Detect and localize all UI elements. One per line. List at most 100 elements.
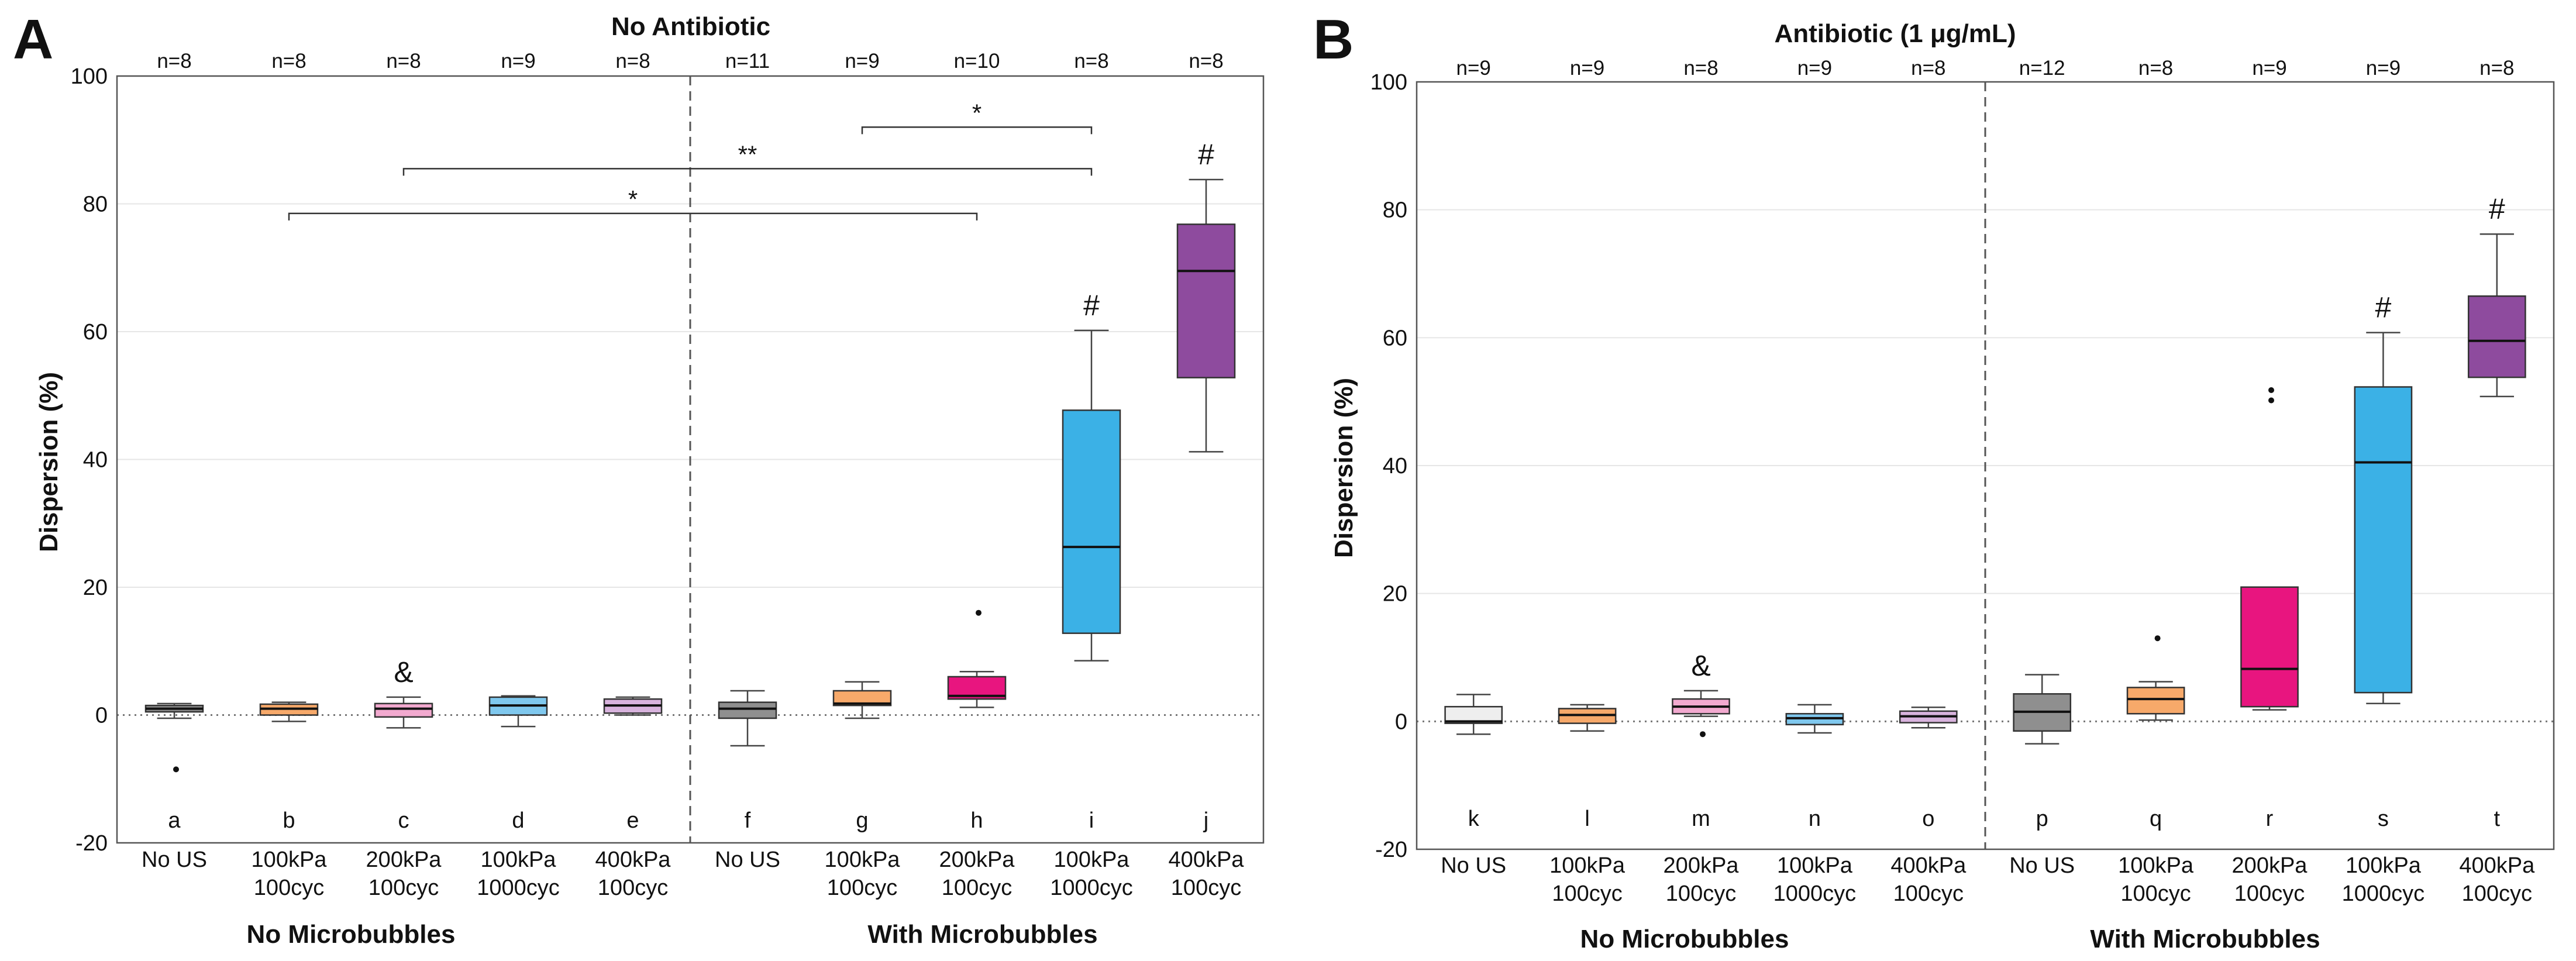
sample-size-label: n=8 [157,50,191,73]
group-letter: i [1089,808,1094,833]
box-iqr [718,701,777,719]
category-label-line1: 100kPa [1777,853,1853,878]
outlier-point [2154,635,2161,642]
significance-label: * [628,185,638,213]
outlier-point [1700,731,1706,738]
group-letter: d [512,808,524,833]
box-plots-a: & # # [144,138,1236,773]
group-label-with-microbubbles-a: With Microbubbles [867,920,1097,949]
sample-size-label: n=8 [1189,50,1223,73]
panel-b: B Antibiotic (1 μg/mL) Dispersion (%) -2… [1313,8,2555,953]
y-tick-label: 80 [83,192,108,217]
box-e [603,696,663,716]
category-label-line1: 400kPa [1890,853,1967,878]
box-d [488,695,548,728]
y-tick-label: -20 [1375,838,1407,862]
category-label-line1: 100kPa [252,848,328,872]
sample-size-label: n=8 [1683,57,1718,80]
sample-size-label: n=9 [501,50,535,73]
box-n [1785,704,1844,734]
group-letter: b [283,808,295,833]
group-letter: r [2266,807,2274,831]
box-j: # [1176,138,1236,453]
category-label-line2: 100cyc [2234,881,2305,906]
category-label-line1: 100kPa [825,848,901,872]
significance-label: ** [738,140,757,168]
sample-size-label: n=10 [954,50,1000,73]
category-label-line2: 1000cyc [1050,876,1133,900]
significance-bracket: ** [402,140,1093,176]
group-letter: c [398,808,409,833]
box-iqr [2240,586,2299,708]
panel-letter-a: A [13,8,53,71]
category-label-line1: 100kPa [1549,853,1626,878]
category-label-line1: No US [715,848,780,872]
group-letter: k [1468,807,1480,831]
annotation-mark: # [1198,138,1214,171]
category-label-line1: 400kPa [595,848,671,872]
sample-size-label: n=9 [1570,57,1604,80]
group-letter: n [1809,807,1821,831]
category-label-line2: 100cyc [827,876,897,900]
sample-size-labels-a: n=8 n=8 n=8 n=9 n=8 n=11 n=9 n=10 n=8 n=8 [157,50,1223,73]
sample-size-label: n=8 [1074,50,1108,73]
group-letter: p [2036,807,2048,831]
box-iqr [1062,409,1121,634]
group-letter: t [2494,807,2501,831]
box-iqr [2354,386,2413,694]
category-label-line2: 1000cyc [1773,881,1857,906]
sample-size-label: n=12 [2019,57,2065,80]
significance-bracket: * [288,185,978,221]
sample-size-label: n=9 [1456,57,1491,80]
y-axis-label-b: Dispersion (%) [1330,378,1358,558]
y-tick-label: 100 [1370,70,1407,95]
sample-size-label: n=9 [2366,57,2401,80]
panel-a: A No Antibiotic Dispersion (%) -20 0 20 40 6… [13,8,1265,949]
category-label-line1: 100kPa [1054,848,1130,872]
category-label-line1: No US [1441,853,1506,878]
y-tick-label: 0 [1395,709,1407,734]
outlier-point [2268,387,2274,393]
category-label-line1: No US [142,848,207,872]
y-tick-label: 40 [1383,454,1407,478]
outlier-point [976,609,982,616]
chart-title-a: No Antibiotic [611,12,770,41]
category-label-line2: 100cyc [598,876,668,900]
group-letter: l [1585,807,1589,831]
sample-size-labels-b: n=9 n=9 n=8 n=9 n=8 n=12 n=8 n=9 n=9 n=8 [1456,57,2515,80]
box-t: # [2467,192,2526,398]
category-label-line2: 100cyc [254,876,324,900]
y-tick-label: -20 [75,831,108,856]
sample-size-label: n=8 [1911,57,1945,80]
box-p [2013,674,2072,745]
category-label-line2: 1000cyc [477,876,560,900]
category-label-line2: 100cyc [1171,876,1241,900]
category-label-line2: 100cyc [1552,881,1622,906]
group-letter: o [1922,807,1934,831]
y-tick-labels-a: -20 0 20 40 60 80 100 [71,64,108,856]
bracket-line [402,168,1093,176]
sample-size-label: n=9 [1797,57,1832,80]
sample-size-label: n=11 [725,50,770,73]
category-label-line1: 400kPa [2459,853,2535,878]
y-tick-label: 0 [95,704,108,728]
y-tick-label: 100 [71,64,108,89]
annotation-mark: # [1083,289,1100,322]
category-label-line1: 200kPa [1664,853,1740,878]
box-m: & [1672,649,1730,738]
category-label-line2: 100cyc [1666,881,1736,906]
category-labels-a: a No US b 100kPa 100cyc c 200kPa 100cyc d 100kPa 1… [142,808,1244,900]
y-tick-labels-b: -20 0 20 40 60 80 100 [1370,70,1407,862]
category-label-line1: 100kPa [481,848,557,872]
box-iqr [2467,295,2526,378]
group-label-no-microbubbles-a: No Microbubbles [247,920,456,949]
sample-size-label: n=9 [845,50,879,73]
outlier-point [173,766,179,773]
box-f [718,690,777,747]
group-letter: j [1203,808,1208,833]
sample-size-label: n=8 [386,50,421,73]
category-label-line1: 200kPa [939,848,1015,872]
group-letter: q [2150,807,2162,831]
significance-brackets-a: **** [288,99,1093,221]
